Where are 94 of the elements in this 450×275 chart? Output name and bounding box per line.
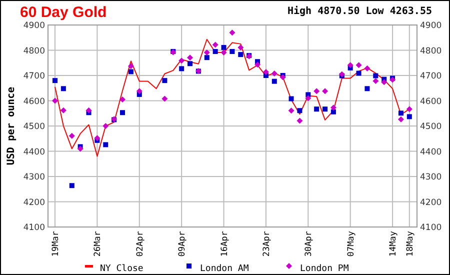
point <box>204 50 210 56</box>
point <box>204 55 210 60</box>
point <box>60 86 66 92</box>
point <box>212 42 218 48</box>
point <box>178 58 185 64</box>
x-tick-label: 09Apr <box>178 231 188 257</box>
point <box>86 107 92 114</box>
point <box>347 62 354 68</box>
y2-tick-label: 4600 <box>420 96 442 107</box>
point <box>322 106 328 112</box>
point <box>238 52 244 58</box>
point <box>188 61 193 66</box>
legend-label: London AM <box>200 264 250 274</box>
point <box>102 123 109 129</box>
x-tick-label: 02Apr <box>135 231 146 257</box>
point <box>136 88 142 94</box>
point <box>162 78 168 84</box>
point <box>221 44 226 50</box>
y2-tick-label: 4100 <box>420 223 442 233</box>
point <box>297 108 302 114</box>
point <box>69 183 74 188</box>
point <box>322 88 328 94</box>
chart-subtitle: High 4870.50 Low 4263.55 <box>288 5 432 17</box>
point <box>314 88 320 94</box>
point <box>220 50 227 56</box>
y-tick-label: 4900 <box>23 21 45 31</box>
point <box>373 73 378 78</box>
x-tick-label: 16Apr <box>220 231 230 257</box>
point <box>187 54 194 61</box>
y-tick-label: 4400 <box>23 147 45 158</box>
point <box>212 49 218 54</box>
y2-tick-label: 4400 <box>420 147 442 158</box>
point <box>230 49 235 54</box>
point <box>128 69 134 74</box>
point <box>372 78 379 84</box>
point <box>406 106 412 112</box>
y-tick-label: 4500 <box>23 122 45 132</box>
point <box>330 104 336 111</box>
point <box>280 74 286 80</box>
point <box>77 146 84 152</box>
point <box>52 78 58 84</box>
y-tick-label: 4600 <box>23 96 45 107</box>
point <box>364 86 370 92</box>
point <box>262 68 269 75</box>
point <box>381 79 388 86</box>
legend-label: NY Close <box>100 264 144 274</box>
legend-label: London PM <box>300 264 350 274</box>
point <box>120 96 126 102</box>
x-tick-label: 23Apr <box>262 231 272 257</box>
x-tick-label: 18May <box>405 231 416 257</box>
point <box>272 78 277 84</box>
y2-tick-label: 4800 <box>420 46 442 56</box>
point <box>398 116 404 122</box>
point <box>288 96 294 102</box>
point <box>296 118 303 124</box>
point <box>364 65 370 72</box>
chart-title: 60 Day Gold <box>20 4 107 21</box>
point <box>238 44 244 50</box>
y-tick-label: 4100 <box>23 223 45 233</box>
y2-tick-label: 4700 <box>420 72 442 82</box>
y-tick-label: 4300 <box>23 172 45 182</box>
point <box>271 70 278 76</box>
x-tick-label: 14May <box>388 231 399 257</box>
y-axis-title: USD per ounce <box>6 86 17 166</box>
y-tick-label: 4200 <box>23 198 45 208</box>
x-tick-label: 07May <box>346 231 356 257</box>
point <box>314 106 320 112</box>
point <box>406 114 412 120</box>
y2-tick-label: 4500 <box>420 122 442 132</box>
point <box>52 98 58 104</box>
point <box>120 110 126 116</box>
point <box>60 107 66 114</box>
y2-tick-label: 4200 <box>420 198 442 208</box>
point <box>288 108 294 114</box>
point <box>398 110 404 116</box>
point <box>305 95 312 102</box>
point <box>128 63 134 70</box>
point <box>330 109 336 114</box>
point <box>162 96 168 102</box>
y2-tick-label: 4300 <box>420 172 442 182</box>
point <box>356 70 362 76</box>
point <box>229 30 236 36</box>
point <box>94 135 100 142</box>
point <box>68 132 75 139</box>
x-tick-label: 19Mar <box>51 231 62 257</box>
point <box>103 142 108 148</box>
point <box>356 62 362 68</box>
y2-tick-label: 4900 <box>420 21 442 31</box>
point <box>254 62 261 68</box>
x-tick-label: 26Mar <box>93 231 104 257</box>
point <box>179 66 184 72</box>
x-tick-label: 30Apr <box>304 231 314 257</box>
y-tick-label: 4700 <box>23 72 45 82</box>
y-tick-label: 4800 <box>23 46 45 56</box>
